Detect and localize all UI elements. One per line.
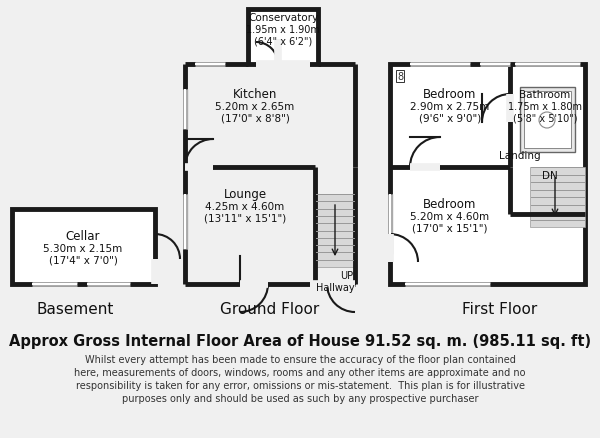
Text: (17'4" x 7'0"): (17'4" x 7'0") [49, 255, 118, 265]
Text: 5.20m x 2.65m: 5.20m x 2.65m [215, 102, 295, 112]
Text: Cellar: Cellar [66, 230, 100, 243]
Bar [315, 194, 355, 267]
Text: purposes only and should be used as such by any prospective purchaser: purposes only and should be used as such… [122, 393, 478, 403]
Text: responsibility is taken for any error, omissions or mis-statement.  This plan is: responsibility is taken for any error, o… [76, 380, 524, 390]
Text: here, measurements of doors, windows, rooms and any other items are approximate : here, measurements of doors, windows, ro… [74, 367, 526, 377]
Bar [530, 168, 585, 227]
Text: First Floor: First Floor [463, 302, 538, 317]
Bar [524, 92, 571, 148]
Text: 4.25m x 4.60m: 4.25m x 4.60m [205, 201, 284, 212]
Text: (9'6" x 9'0"): (9'6" x 9'0") [419, 114, 481, 124]
Text: 5.30m x 2.15m: 5.30m x 2.15m [43, 244, 122, 254]
Text: 1.95m x 1.90m: 1.95m x 1.90m [246, 25, 320, 35]
Text: Bathroom: Bathroom [520, 90, 571, 100]
Text: Whilst every attempt has been made to ensure the accuracy of the floor plan cont: Whilst every attempt has been made to en… [85, 354, 515, 364]
Text: 1.75m x 1.80m: 1.75m x 1.80m [508, 102, 582, 112]
Text: (5'8" x 5'10"): (5'8" x 5'10") [513, 114, 577, 124]
Text: 5.20m x 4.60m: 5.20m x 4.60m [410, 212, 490, 222]
Bar [248, 10, 318, 65]
Text: Conservatory: Conservatory [248, 13, 318, 23]
Text: Basement: Basement [37, 302, 113, 317]
Text: 2.90m x 2.75m: 2.90m x 2.75m [410, 102, 490, 112]
Text: Approx Gross Internal Floor Area of House 91.52 sq. m. (985.11 sq. ft): Approx Gross Internal Floor Area of Hous… [9, 334, 591, 349]
Text: DN: DN [542, 171, 558, 180]
Text: (6'4" x 6'2"): (6'4" x 6'2") [254, 37, 312, 47]
Text: (13'11" x 15'1"): (13'11" x 15'1") [204, 213, 286, 223]
Bar [520, 88, 575, 153]
Text: Bedroom: Bedroom [424, 88, 476, 101]
Text: UP: UP [340, 270, 353, 280]
Text: Kitchen: Kitchen [233, 88, 277, 101]
Text: (17'0" x 8'8"): (17'0" x 8'8") [221, 114, 289, 124]
Text: Bedroom: Bedroom [424, 198, 476, 211]
Bar [12, 209, 155, 284]
Text: Hallway: Hallway [316, 283, 355, 292]
Bar [390, 65, 585, 284]
Text: 8: 8 [397, 72, 403, 82]
Text: (17'0" x 15'1"): (17'0" x 15'1") [412, 223, 488, 233]
Text: Lounge: Lounge [223, 188, 266, 201]
Text: Ground Floor: Ground Floor [220, 302, 320, 317]
Text: Landing: Landing [499, 151, 541, 161]
